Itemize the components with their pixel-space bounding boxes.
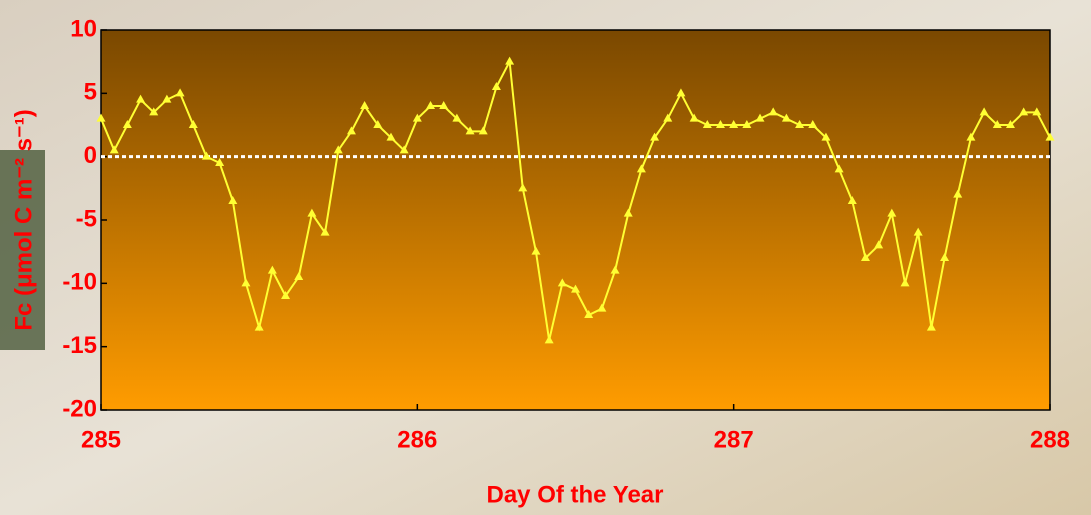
x-axis-label: Day Of the Year [487,481,664,508]
x-tick-label: 287 [714,426,754,453]
y-tick-label: 5 [84,79,97,106]
y-axis-label: Fc (μmol C m⁻² s⁻¹) [10,109,37,330]
x-tick-label: 286 [397,426,437,453]
y-tick-label: -20 [62,395,97,422]
x-tick-label: 288 [1030,426,1070,453]
y-tick-label: -5 [76,205,97,232]
y-tick-label: 0 [84,142,97,169]
y-tick-label: -15 [62,332,97,359]
chart: Day Of the Year Fc (μmol C m⁻² s⁻¹) -20 -… [0,0,1091,515]
y-tick-label: -10 [62,269,97,296]
plot-area [101,30,1050,410]
y-tick-label: 10 [70,15,97,42]
x-tick-label: 285 [81,426,121,453]
